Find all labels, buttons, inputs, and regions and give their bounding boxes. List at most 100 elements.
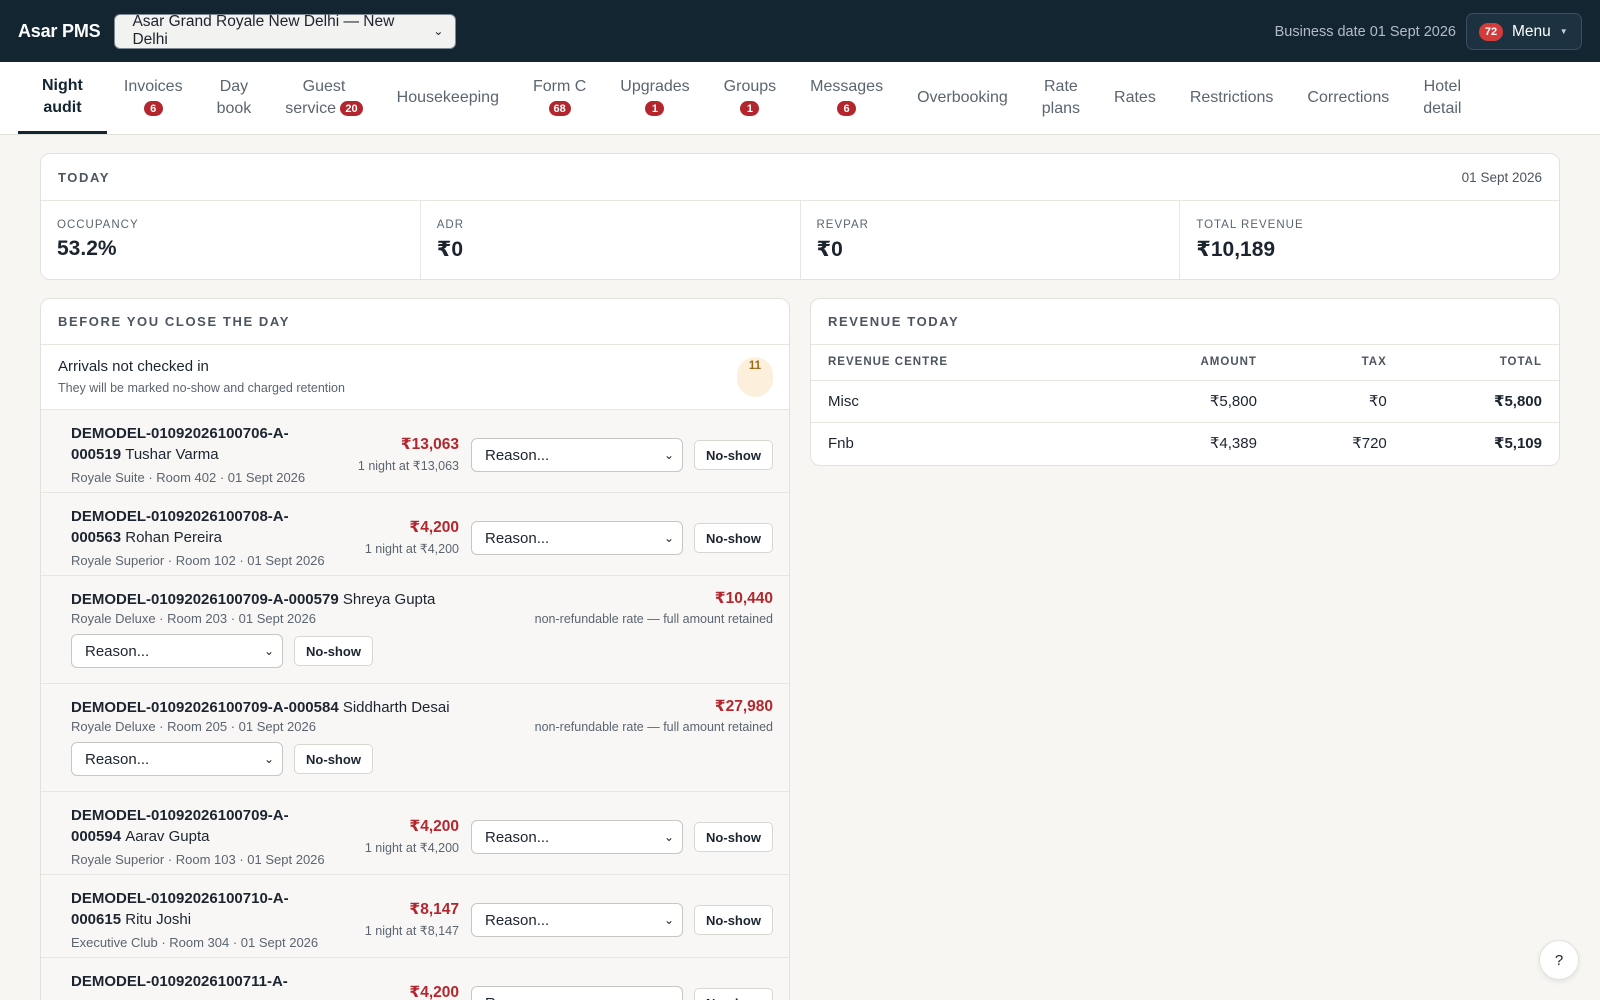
no-show-button[interactable]: No-show	[694, 988, 773, 1000]
no-show-button[interactable]: No-show	[294, 636, 373, 666]
kpi-value: ₹10,189	[1196, 238, 1276, 261]
nav-tabs: Night audit Invoices 6 Day book Guest servic…	[0, 62, 1600, 135]
reason-select[interactable]: Reason... ⌄	[71, 634, 283, 668]
reservation-meta: Royale Superior · Room 103 · 01 Sept 202…	[71, 852, 325, 867]
tab-groups[interactable]: Groups 1	[707, 62, 793, 134]
revenue-total: ₹5,109	[1494, 435, 1542, 453]
kpi-occupancy: OCCUPANCY 53.2%	[41, 201, 421, 280]
menu-button[interactable]: 72 Menu ▼	[1466, 13, 1582, 50]
reason-select[interactable]: Reason... ⌄	[471, 521, 683, 555]
revenue-amount: ₹5,800	[1102, 380, 1274, 423]
before-close-card: BEFORE YOU CLOSE THE DAY Arrivals not ch…	[40, 298, 790, 1000]
today-title: TODAY	[58, 169, 111, 185]
guest-name: Aarav Gupta	[125, 828, 210, 845]
tab-rates[interactable]: Rates	[1097, 62, 1173, 134]
tab-label: Rate	[1044, 78, 1078, 95]
tab-label: Night	[42, 76, 83, 94]
revenue-amount: ₹4,389	[1209, 435, 1257, 453]
tab-label: Day	[219, 78, 249, 95]
kpi-value: ₹0	[436, 238, 464, 261]
tab-label: Housekeeping	[396, 89, 499, 106]
retention-amount: ₹10,440	[714, 590, 773, 607]
retention-note: 1 night at ₹4,200	[364, 542, 459, 556]
tab-guest-service[interactable]: Guest service 20	[268, 62, 379, 134]
tab-rate-plans[interactable]: Rate plans	[1025, 62, 1097, 134]
column-header: TAX	[1273, 345, 1404, 381]
kpi-label: OCCUPANCY	[57, 219, 139, 231]
before-close-title: BEFORE YOU CLOSE THE DAY	[58, 314, 290, 329]
reason-select[interactable]: Reason... ⌄	[471, 903, 683, 937]
reason-select[interactable]: Reason... ⌄	[471, 986, 683, 1000]
arrivals-title: Arrivals not checked in	[58, 358, 209, 375]
retention-note: 1 night at ₹4,200	[364, 841, 459, 855]
reason-select-value: Reason...	[85, 642, 150, 660]
hotel-select-value: Asar Grand Royale New Delhi — New Delhi	[132, 13, 395, 48]
brand-logo: Asar PMS	[18, 20, 101, 41]
today-card: TODAY 01 Sept 2026 OCCUPANCY 53.2% ADR ₹…	[40, 153, 1560, 280]
reason-select-value: Reason...	[85, 750, 150, 768]
reason-select-value: Reason...	[485, 911, 550, 929]
table-row: Fnb ₹4,389 ₹720 ₹5,109	[811, 422, 1559, 464]
tab-label: Form C	[532, 78, 587, 95]
tab-messages[interactable]: Messages 6	[793, 62, 900, 134]
kpi-label: ADR	[436, 219, 465, 231]
reservation-id: DEMODEL-01092026100709-A-000594	[71, 807, 289, 845]
no-show-button[interactable]: No-show	[694, 905, 773, 935]
kpi-adr: ADR ₹0	[421, 201, 801, 280]
retention-note: 1 night at ₹8,147	[364, 924, 459, 938]
arrival-row: DEMODEL-01092026100709-A-000594 Aarav Gu…	[41, 792, 789, 875]
tab-night-audit[interactable]: Night audit	[18, 62, 107, 134]
chevron-down-icon: ⌄	[263, 752, 274, 766]
retention-amount: ₹13,063	[400, 436, 459, 453]
revenue-centre: Fnb	[828, 434, 854, 452]
tab-label: Groups	[723, 78, 777, 95]
arrival-row: DEMODEL-01092026100706-A-000519 Tushar V…	[41, 410, 789, 493]
hotel-select[interactable]: Asar Grand Royale New Delhi — New Delhi …	[114, 13, 457, 49]
retention-amount: ₹27,980	[714, 698, 773, 715]
tab-restrictions[interactable]: Restrictions	[1173, 62, 1291, 134]
reservation-id: DEMODEL-01092026100706-A-000519	[71, 425, 289, 463]
guest-name: Tushar Varma	[125, 446, 219, 463]
tab-badge: 1	[645, 101, 665, 117]
arrivals-count-badge: 11	[737, 357, 773, 397]
no-show-button[interactable]: No-show	[694, 440, 773, 470]
kpi-value: 53.2%	[57, 237, 117, 260]
tab-upgrades[interactable]: Upgrades 1	[603, 62, 706, 134]
tab-housekeeping[interactable]: Housekeeping	[380, 62, 516, 134]
chevron-down-icon: ⌄	[663, 830, 674, 844]
reason-select[interactable]: Reason... ⌄	[71, 742, 283, 776]
arrivals-subtitle: They will be marked no-show and charged …	[58, 381, 345, 395]
tab-overbooking[interactable]: Overbooking	[900, 62, 1025, 134]
reason-select[interactable]: Reason... ⌄	[471, 438, 683, 472]
today-date: 01 Sept 2026	[1461, 169, 1542, 185]
tab-hotel-detail[interactable]: Hotel detail	[1406, 62, 1478, 134]
retention-note: non-refundable rate — full amount retain…	[534, 612, 773, 626]
tab-form-c[interactable]: Form C 68	[516, 62, 603, 134]
revenue-tax: ₹720	[1352, 435, 1387, 453]
help-button[interactable]: ?	[1539, 940, 1579, 980]
reason-select-value: Reason...	[485, 529, 550, 547]
tab-invoices[interactable]: Invoices 6	[107, 62, 200, 134]
business-date: Business date 01 Sept 2026	[1274, 23, 1456, 40]
no-show-button[interactable]: No-show	[294, 744, 373, 774]
no-show-button[interactable]: No-show	[694, 523, 773, 553]
reason-select[interactable]: Reason... ⌄	[471, 820, 683, 854]
tab-corrections[interactable]: Corrections	[1290, 62, 1406, 134]
tab-badge: 68	[548, 101, 571, 117]
chevron-down-icon: ⌄	[663, 913, 674, 927]
tab-label: Restrictions	[1189, 89, 1274, 106]
guest-name: Ritu Joshi	[125, 911, 192, 928]
no-show-button[interactable]: No-show	[694, 822, 773, 852]
chevron-down-icon: ⌄	[663, 448, 674, 462]
reservation-meta: Executive Club · Room 304 · 01 Sept 2026	[71, 935, 319, 950]
revenue-centre: Misc	[811, 380, 1103, 423]
menu-badge: 72	[1479, 22, 1503, 41]
tab-badge: 6	[837, 101, 857, 117]
arrival-row: DEMODEL-01092026100709-A-000579 Shreya G…	[41, 576, 789, 684]
tab-day-book[interactable]: Day book	[200, 62, 269, 134]
revenue-tax: ₹0	[1273, 380, 1404, 423]
top-bar: Asar PMS Asar Grand Royale New Delhi — N…	[0, 0, 1600, 62]
tab-label: detail	[1423, 100, 1462, 117]
arrival-row: DEMODEL-01092026100709-A-000584 Siddhart…	[41, 684, 789, 792]
reason-select-value: Reason...	[485, 995, 549, 1000]
